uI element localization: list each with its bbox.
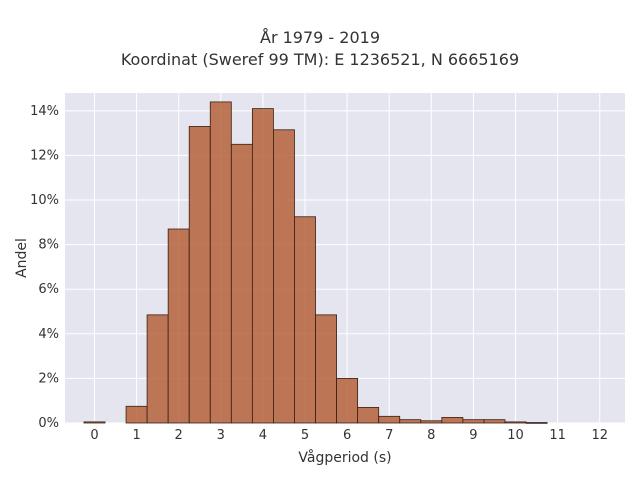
x-tick-label: 0 [90,428,98,443]
histogram-bar [420,420,443,424]
x-tick-label: 7 [385,428,393,443]
y-tick-label: 12% [30,148,59,163]
histogram-bar [146,314,169,424]
y-tick-label: 14% [30,104,59,119]
x-tick-label: 2 [175,428,183,443]
chart-title-line-1: År 1979 - 2019 [260,28,380,47]
histogram-bar [294,216,316,424]
y-tick-label: 8% [38,238,59,253]
x-tick-label: 10 [507,428,524,443]
y-axis-title: Andel [14,238,30,278]
histogram-bar [167,228,190,424]
x-tick-label: 12 [591,428,608,443]
histogram-bar [462,419,485,424]
histogram-bar [83,421,106,424]
tick-labels: 0 1 2 3 4 5 6 7 8 9 10 11 120%2%4%6%8%10%12%14% [30,104,608,443]
x-tick-label: 9 [469,428,477,443]
x-tick-label: 8 [427,428,435,443]
histogram-bar [483,419,506,424]
histogram-bar [525,422,548,424]
x-tick-label: 4 [259,428,267,443]
x-tick-label: 11 [549,428,566,443]
y-tick-label: 6% [38,282,59,297]
histogram-bar [378,415,401,424]
histogram-bar [125,405,148,424]
histogram-bar [188,126,211,424]
x-axis-title: Vågperiod (s) [298,449,391,466]
x-tick-label: 6 [343,428,351,443]
y-tick-label: 0% [38,416,59,431]
x-tick-label: 5 [301,428,309,443]
y-tick-label: 10% [30,193,59,208]
histogram-bar [315,314,337,424]
histogram-bar [504,421,527,424]
histogram-bar [209,101,232,424]
bars [83,101,548,424]
histogram-bar [273,129,295,424]
histogram-bar [399,419,422,424]
histogram-bar [357,406,380,424]
histogram-bar [230,143,253,424]
x-tick-label: 1 [132,428,140,443]
y-tick-label: 4% [38,327,59,342]
histogram-bar [336,378,359,424]
x-tick-label: 3 [217,428,225,443]
histogram-bar [441,417,464,424]
y-tick-label: 2% [38,371,59,386]
histogram-bar [251,108,274,424]
chart-title-line-2: Koordinat (Sweref 99 TM): E 1236521, N 6… [120,50,520,69]
